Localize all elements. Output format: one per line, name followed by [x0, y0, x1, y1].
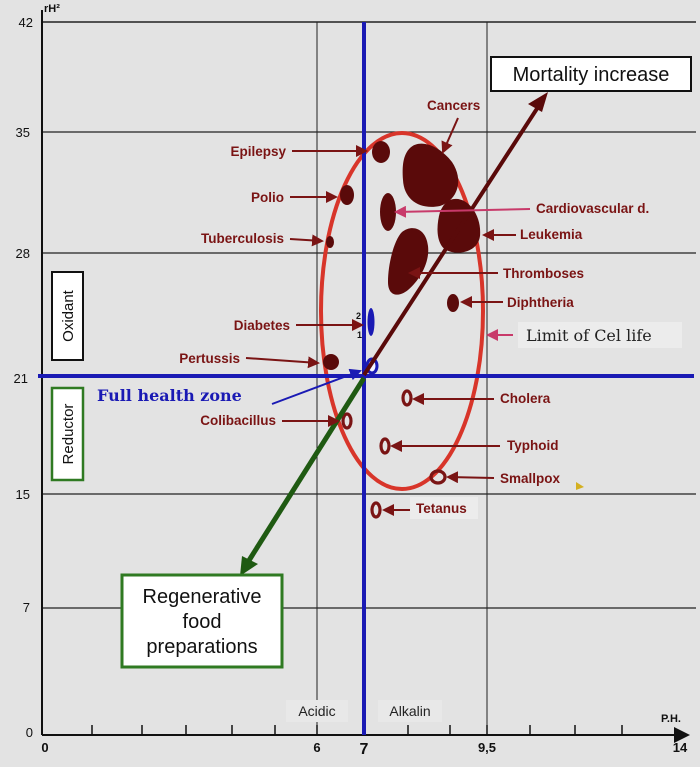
label-tetanus: Tetanus	[416, 501, 467, 516]
x-tick-6: 6	[313, 740, 320, 755]
x-axis-ticks	[91, 725, 623, 735]
regenerative-line1: Regenerative	[143, 586, 262, 608]
blob-tuberculosis	[326, 236, 334, 248]
marker-smallpox	[429, 469, 447, 485]
y-tick-7: 7	[23, 600, 30, 615]
mortality-arrow-line	[362, 102, 542, 377]
y-tick-0: 0	[26, 725, 33, 740]
blob-cardio-small	[380, 193, 396, 231]
y-tick-15: 15	[16, 487, 30, 502]
regenerative-line2: food	[183, 611, 222, 633]
mortality-box	[490, 56, 692, 92]
acidic-label-bg	[286, 700, 348, 722]
marker-colibacillus	[341, 412, 353, 430]
y-tick-35: 35	[16, 125, 30, 140]
label-leukemia: Leukemia	[520, 227, 583, 242]
hollow-markers	[341, 389, 447, 519]
marker-tetanus	[370, 501, 382, 519]
label-cancers: Cancers	[427, 98, 480, 113]
blob-diabetes	[367, 308, 375, 336]
marker-cholera	[401, 389, 413, 407]
diabetes-marker-2: 2	[356, 311, 361, 321]
label-smallpox: Smallpox	[500, 471, 561, 486]
label-tuberculosis: Tuberculosis	[201, 231, 284, 246]
label-typhoid: Typhoid	[507, 438, 559, 453]
x-tick-9-5: 9,5	[478, 740, 496, 755]
cell-life-ellipse	[319, 131, 485, 491]
alkalin-label-bg	[378, 700, 442, 722]
tetanus-label-bg	[410, 497, 478, 519]
alkalin-label: Alkalin	[389, 703, 430, 719]
label-cardiovascular: Cardiovascular d.	[536, 201, 649, 216]
label-thromboses: Thromboses	[503, 266, 584, 281]
yellow-triangle-icon	[576, 482, 584, 490]
mortality-label: Mortality increase	[513, 64, 670, 86]
x-axis-label: P.H.	[661, 713, 681, 725]
regen-arrow-line	[245, 376, 367, 564]
full-health-label: Full health zone	[97, 386, 242, 405]
x-tick-14: 14	[673, 740, 688, 755]
y-tick-42: 42	[19, 15, 33, 30]
blob-cancers	[402, 143, 459, 207]
mortality-arrowhead	[528, 92, 548, 112]
disease-blobs	[323, 141, 481, 370]
label-diabetes: Diabetes	[234, 318, 290, 333]
limit-label: Limit of Cel life	[526, 326, 652, 345]
marker-typhoid	[379, 437, 391, 455]
acidic-label: Acidic	[298, 703, 335, 719]
oxidant-label: Oxidant	[60, 289, 77, 342]
regen-arrowhead	[240, 556, 258, 576]
blob-polio	[340, 185, 354, 205]
pointer-smallpox	[446, 471, 495, 484]
label-cholera: Cholera	[500, 391, 551, 406]
label-diphtheria: Diphtheria	[507, 295, 574, 310]
blob-epilepsy	[372, 141, 390, 163]
pointer-cardiovascular	[394, 205, 531, 218]
y-axis-label: rH²	[44, 3, 60, 15]
label-epilepsy: Epilepsy	[230, 144, 286, 159]
label-polio: Polio	[251, 190, 284, 205]
reductor-box	[50, 386, 85, 482]
label-colibacillus: Colibacillus	[200, 413, 276, 428]
blob-diphtheria	[447, 294, 459, 312]
diabetes-marker-1: 1	[357, 330, 362, 340]
regenerative-line3: preparations	[146, 636, 257, 658]
label-pertussis: Pertussis	[179, 351, 240, 366]
full-health-pointer	[271, 368, 362, 405]
x-tick-0: 0	[41, 740, 48, 755]
pointer-tuberculosis	[289, 234, 324, 247]
reductor-label: Reductor	[60, 404, 77, 465]
x-tick-7: 7	[360, 741, 369, 758]
limit-label-bg	[518, 322, 682, 348]
regenerative-box	[120, 573, 284, 669]
blob-pertussis	[323, 354, 339, 370]
y-tick-21: 21	[14, 371, 28, 386]
pointer-pertussis	[245, 356, 320, 369]
y-tick-28: 28	[16, 246, 30, 261]
pointer-cancers	[441, 117, 459, 154]
oxidant-box	[51, 271, 84, 361]
